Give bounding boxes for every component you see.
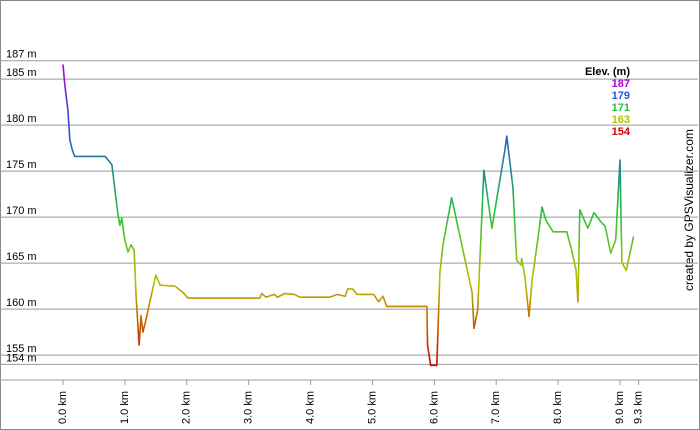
- y-tick-label: 155 m: [6, 343, 37, 355]
- legend-title: Elev. (m): [585, 66, 630, 78]
- y-tick-label: 165 m: [6, 251, 37, 263]
- x-tick-label: 9.3 km: [632, 391, 644, 424]
- y-tick-label: 187 m: [6, 49, 37, 61]
- y-tick-label: 175 m: [6, 159, 37, 171]
- y-tick-label: 185 m: [6, 67, 37, 79]
- watermark: created by GPSVisualizer.com: [682, 129, 696, 291]
- legend-entry: 154: [612, 126, 631, 138]
- x-tick-label: 9.0 km: [614, 391, 626, 424]
- legend-entry: 171: [612, 102, 630, 114]
- y-tick-label: 180 m: [6, 113, 37, 125]
- x-tick-label: 4.0 km: [304, 391, 316, 424]
- y-tick-label: 170 m: [6, 205, 37, 217]
- elevation-line: [62, 64, 635, 367]
- legend-entry: 163: [612, 114, 630, 126]
- y-tick-label: 154 m: [6, 352, 37, 364]
- x-tick-label: 7.0 km: [490, 391, 502, 424]
- x-tick-label: 5.0 km: [366, 391, 378, 424]
- x-tick-label: 3.0 km: [243, 391, 255, 424]
- legend-entry: 187: [612, 78, 630, 90]
- legend-entry: 179: [612, 90, 630, 102]
- x-tick-label: 1.0 km: [119, 391, 131, 424]
- y-tick-label: 160 m: [6, 297, 37, 309]
- x-tick-label: 6.0 km: [428, 391, 440, 424]
- x-tick-label: 0.0 km: [57, 391, 69, 424]
- x-tick-label: 2.0 km: [181, 391, 193, 424]
- x-tick-label: 8.0 km: [552, 391, 564, 424]
